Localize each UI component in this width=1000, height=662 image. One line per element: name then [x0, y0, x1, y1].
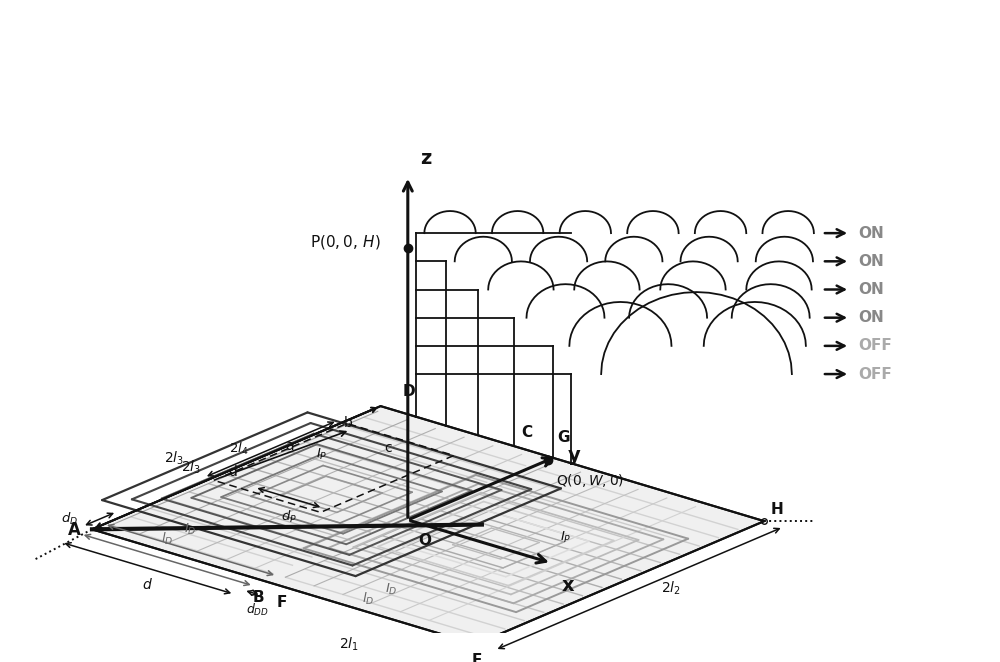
Text: B: B	[253, 590, 264, 605]
Polygon shape	[92, 406, 764, 644]
Text: $\rm P(0, 0,\,\mathit{H})$: $\rm P(0, 0,\,\mathit{H})$	[310, 233, 381, 251]
Text: z: z	[420, 150, 431, 168]
Text: a: a	[285, 439, 294, 453]
Text: F: F	[276, 595, 287, 610]
Text: $l_D$: $l_D$	[161, 530, 173, 547]
Text: $d_{DD}$: $d_{DD}$	[246, 602, 269, 618]
Text: $2l_1$: $2l_1$	[339, 636, 358, 653]
Text: $I_P$: $I_P$	[316, 447, 328, 462]
Text: $2l_3$: $2l_3$	[181, 459, 201, 477]
Text: O: O	[418, 534, 431, 548]
Text: H: H	[770, 502, 783, 516]
Text: $d_D$: $d_D$	[61, 511, 78, 527]
Text: x: x	[562, 577, 574, 596]
Text: $2l_2$: $2l_2$	[661, 580, 681, 597]
Text: $I_P$: $I_P$	[560, 530, 571, 545]
Text: c: c	[384, 442, 392, 455]
Text: ON: ON	[858, 282, 884, 297]
Text: y: y	[568, 446, 580, 465]
Text: ON: ON	[858, 226, 884, 240]
Text: $2l_3$: $2l_3$	[164, 449, 184, 467]
Text: $I_D$: $I_D$	[184, 522, 197, 537]
Text: E: E	[472, 653, 482, 662]
Text: OFF: OFF	[858, 367, 892, 381]
Text: $d$: $d$	[142, 577, 153, 592]
Text: b: b	[343, 416, 352, 430]
Text: A: A	[68, 521, 81, 539]
Text: $l_D$: $l_D$	[362, 591, 374, 607]
Text: ON: ON	[858, 254, 884, 269]
Text: $2l_4$: $2l_4$	[229, 441, 249, 457]
Text: G: G	[557, 430, 570, 445]
Text: OFF: OFF	[858, 338, 892, 354]
Text: $I_D$: $I_D$	[385, 582, 398, 597]
Text: $d_P$: $d_P$	[281, 508, 297, 525]
Text: $\rm Q(0, \mathit{W}, 0)$: $\rm Q(0, \mathit{W}, 0)$	[556, 472, 624, 489]
Text: d: d	[229, 465, 237, 479]
Text: C: C	[521, 425, 532, 440]
Text: ON: ON	[858, 310, 884, 325]
Text: D: D	[402, 384, 415, 399]
